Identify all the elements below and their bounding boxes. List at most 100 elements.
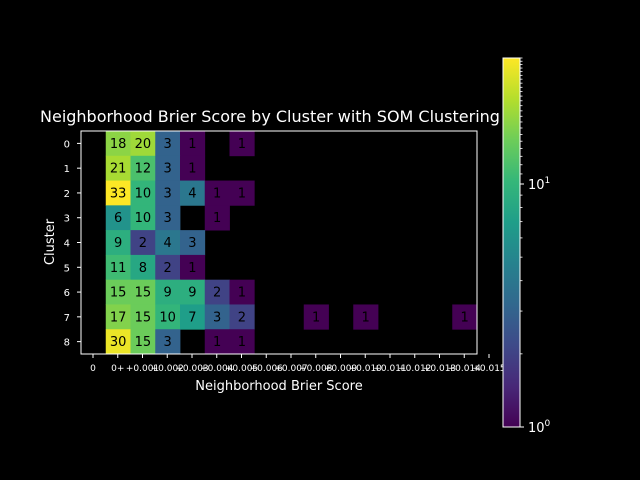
cell-value-label: 15 [135, 286, 152, 301]
cell-value-label: 15 [135, 335, 152, 350]
cell-value-label: 1 [361, 310, 369, 325]
cell-value-label: 21 [110, 162, 127, 177]
cell-value-label: 1 [188, 162, 196, 177]
cell-value-label: 10 [135, 186, 152, 201]
cell-value-label: 1 [213, 335, 221, 350]
heatmap-cell [130, 230, 156, 256]
heatmap-cell [155, 131, 181, 157]
heatmap-cell [130, 155, 156, 181]
cell-value-label: 1 [238, 186, 246, 201]
cell-value-label: 18 [110, 137, 127, 152]
cell-value-label: 2 [163, 261, 171, 276]
heatmap-cell [130, 254, 156, 281]
x-tick-label: 0+ [111, 364, 124, 374]
heatmap-cell [155, 279, 181, 305]
cell-value-label: 10 [135, 211, 152, 226]
y-tick-label: 6 [64, 288, 70, 299]
cell-value-label: 1 [213, 186, 221, 201]
cell-value-label: 3 [163, 186, 171, 201]
cell-value-label: 1 [460, 310, 468, 325]
y-tick-label: 2 [64, 189, 70, 200]
heatmap-cell-labels: 18 20 3 1 121 12 3 133 10 3 4 1 16 10 3 19 2 4 311 8 2 115 15 9… [110, 137, 469, 350]
heatmap-cell [204, 279, 230, 305]
colorbar-ticks: 100 101 [520, 57, 551, 436]
heatmap-cell [105, 279, 131, 305]
x-tick-label: +0.006 [250, 364, 284, 374]
x-tick-label: 0 [90, 364, 96, 374]
heatmap-cell [229, 279, 255, 305]
cell-value-label: 2 [139, 236, 147, 251]
cell-value-label: 1 [238, 137, 246, 152]
heatmap-cell [105, 205, 131, 231]
heatmap-cell [155, 205, 181, 231]
heatmap-cell [155, 304, 181, 330]
heatmap-cell [229, 304, 255, 330]
colorbar: 100 101 [502, 57, 551, 436]
heatmap-cell [105, 155, 131, 181]
heatmap-cell [452, 304, 477, 330]
x-tick-label: +0.008 [299, 364, 333, 374]
heatmap-cell [180, 279, 206, 305]
heatmap-cell [229, 329, 255, 354]
heatmap-cell [180, 155, 206, 181]
x-tick-label: +0.012 [398, 364, 431, 374]
cell-value-label: 2 [213, 286, 221, 301]
cell-value-label: 3 [163, 162, 171, 177]
heatmap-cell [155, 230, 181, 256]
cell-value-label: 30 [110, 335, 127, 350]
heatmap-cell [105, 329, 131, 354]
y-tick-label: 0 [64, 139, 70, 150]
heatmap-cell [204, 329, 230, 354]
cell-value-label: 20 [135, 137, 152, 152]
heatmap-cell [130, 304, 156, 330]
heatmap-cell [229, 180, 255, 206]
heatmap-cell [155, 180, 181, 206]
colorbar-tick-label: 100 [528, 419, 551, 436]
heatmap-cell [180, 304, 206, 330]
cell-value-label: 1 [188, 137, 196, 152]
x-tick-label: +0.011 [373, 364, 406, 374]
x-tick-label: +0.014 [448, 364, 482, 374]
cell-value-label: 8 [139, 261, 147, 276]
cell-value-label: 7 [188, 310, 196, 325]
cell-value-label: 3 [163, 335, 171, 350]
x-tick-label: +0.004 [200, 364, 234, 374]
heatmap-cell [180, 254, 206, 281]
heatmap-cell [105, 131, 131, 157]
heatmap-cell [155, 155, 181, 181]
heatmap-cell [105, 180, 131, 206]
heatmap-cell [155, 329, 181, 354]
cell-value-label: 1 [213, 211, 221, 226]
cell-value-label: 11 [110, 261, 127, 276]
cell-value-label: 3 [188, 236, 196, 251]
cell-value-label: 1 [188, 261, 196, 276]
x-tick-label: +0.010 [349, 364, 383, 374]
heatmap-cell [130, 205, 156, 231]
cell-value-label: 3 [213, 310, 221, 325]
heatmap-cell [155, 254, 181, 281]
heatmap-cell [105, 254, 131, 281]
y-tick-label: 4 [64, 239, 70, 250]
heatmap-cell [353, 304, 379, 330]
x-tick-label: +0.013 [423, 364, 456, 374]
colorbar-tick-label: 101 [528, 176, 550, 193]
heatmap-cell [130, 131, 156, 157]
cell-value-label: 10 [159, 310, 176, 325]
heatmap-cell [204, 205, 230, 231]
x-tick-label: +0.009 [324, 364, 358, 374]
y-tick-label: 1 [64, 164, 70, 175]
heatmap-cell [303, 304, 329, 330]
cell-value-label: 17 [110, 310, 127, 325]
x-tick-label: +0.003 [175, 364, 208, 374]
cell-value-label: 4 [188, 186, 196, 201]
cell-value-label: 4 [163, 236, 171, 251]
heatmap-cell [180, 131, 206, 157]
heatmap-cell [130, 279, 156, 305]
cell-value-label: 6 [114, 211, 122, 226]
x-tick-label: +0.015 [472, 364, 505, 374]
cell-value-label: 12 [135, 162, 152, 177]
y-tick-label: 7 [64, 313, 70, 324]
cell-value-label: 15 [135, 310, 152, 325]
cell-value-label: 1 [238, 286, 246, 301]
